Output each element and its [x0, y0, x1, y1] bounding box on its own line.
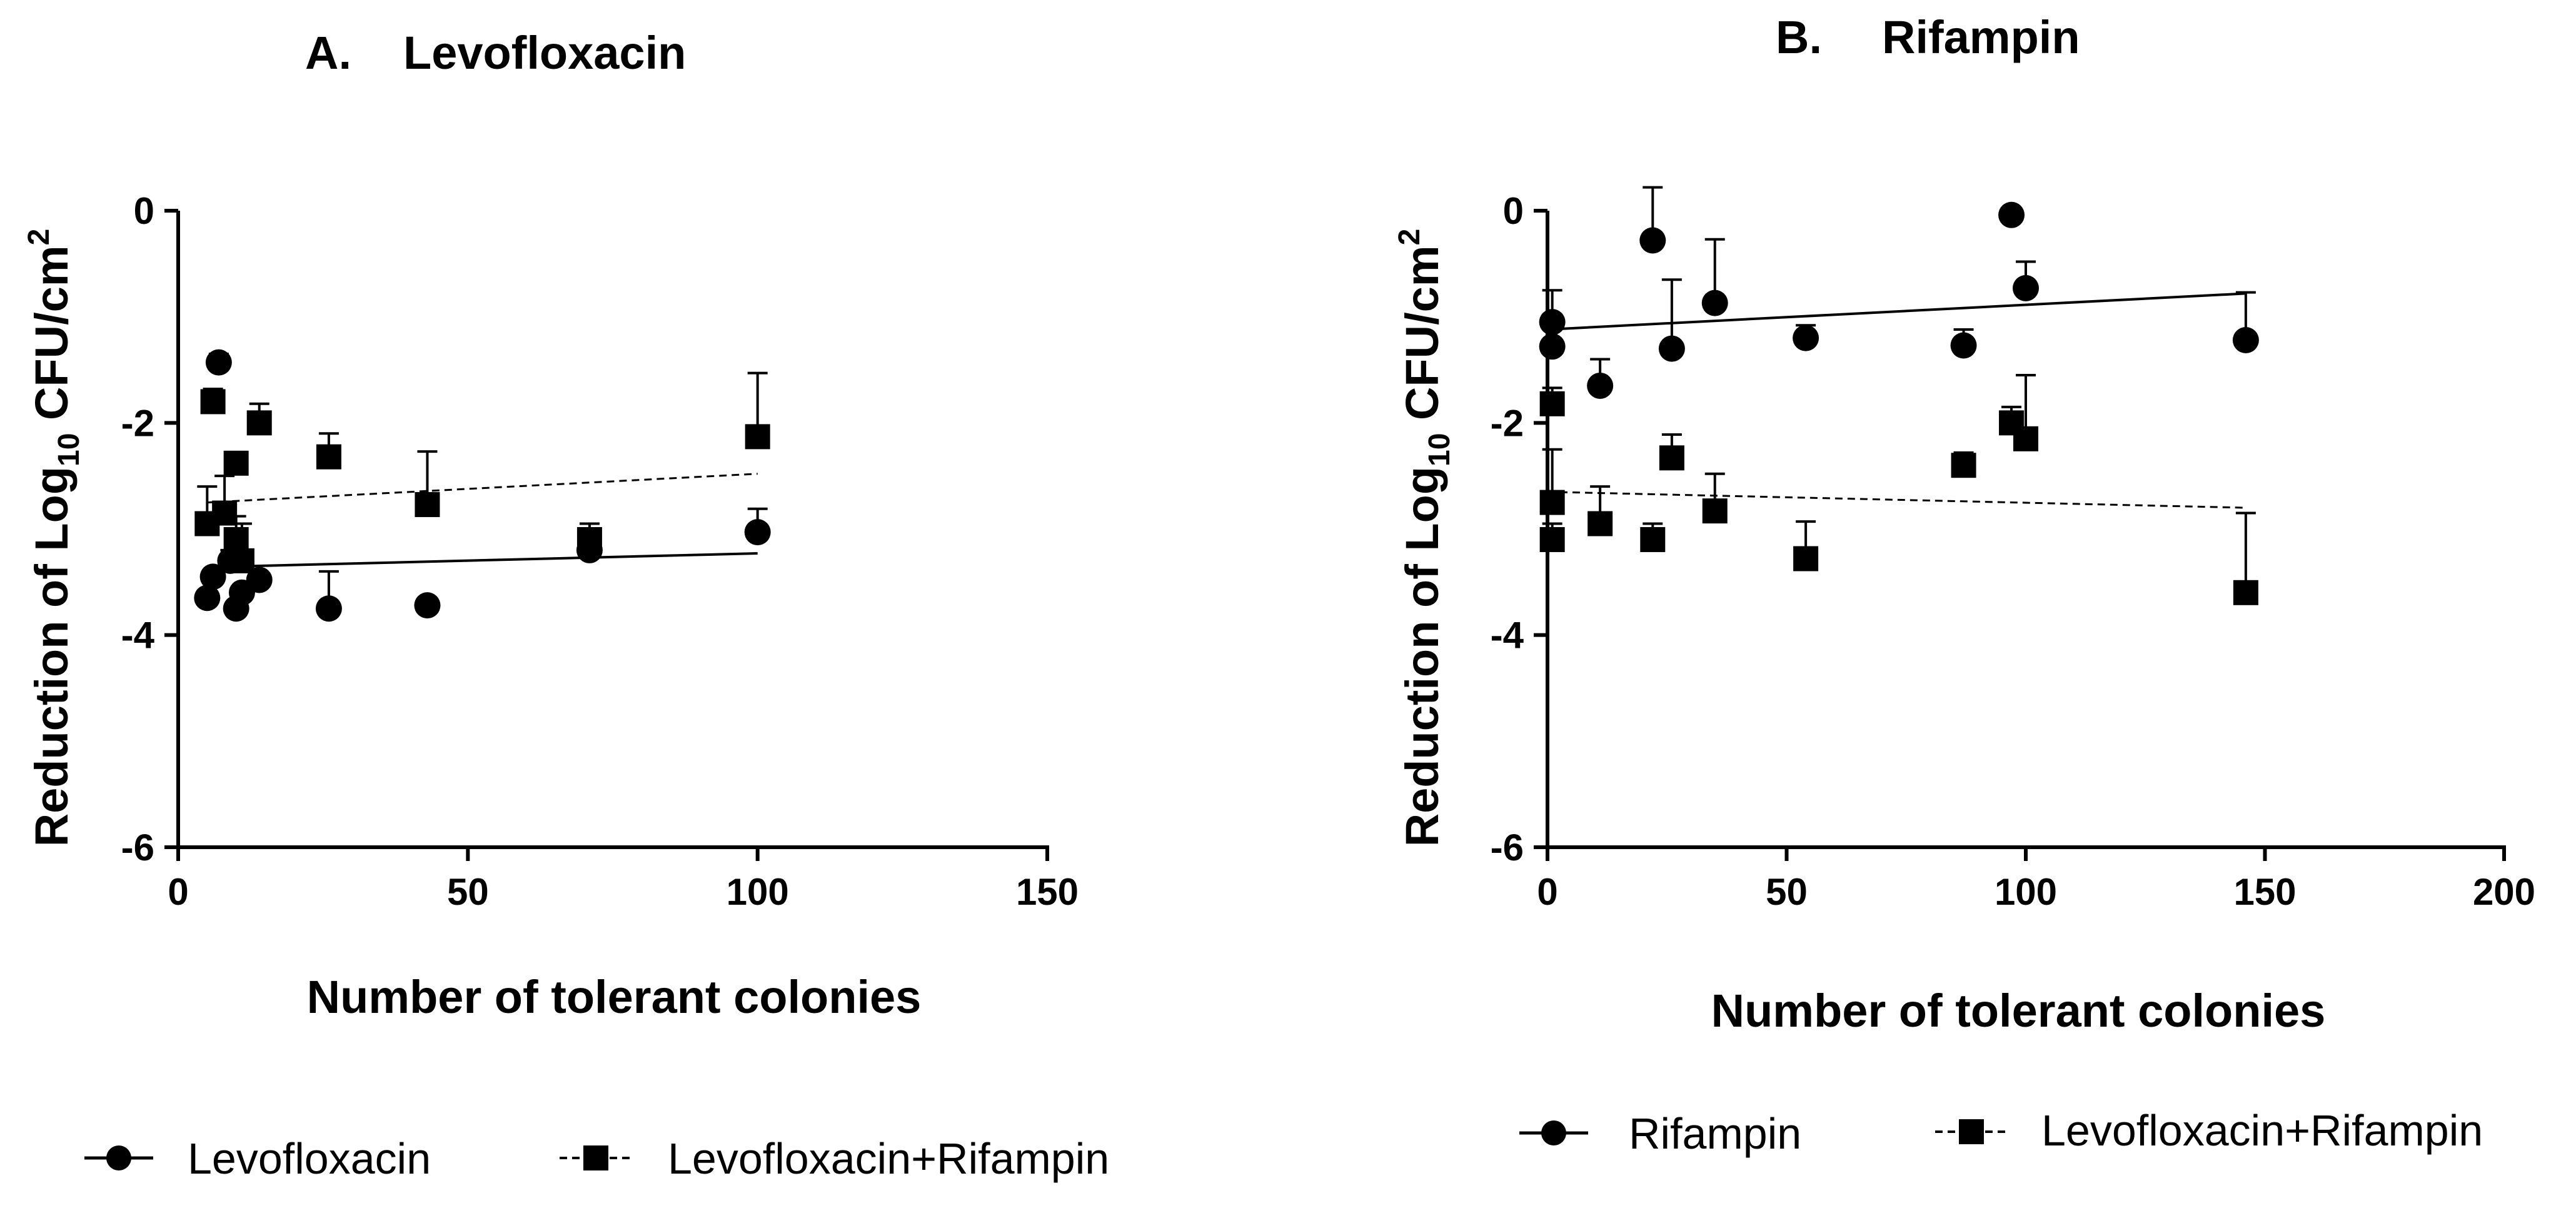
panel-b-x-tick-label: 50 — [1766, 871, 1808, 913]
panel-a-y-tick-label: -2 — [121, 402, 154, 444]
panel-b-square-point — [1951, 453, 1976, 478]
panel-a-square-point — [223, 450, 249, 476]
panel-a-square-point — [316, 444, 341, 470]
panel-b-square-point — [2013, 426, 2038, 451]
legend-a: Levofloxacin Levofloxacin+Rifampin — [84, 1134, 1109, 1183]
panel-a-y-label-sub: 10 — [53, 433, 86, 466]
panel-b-x-tick-label: 100 — [1995, 871, 2057, 913]
legend-a-levofloxacin: Levofloxacin — [188, 1134, 431, 1183]
panel-b-y-label-prefix: Reduction of Log — [1396, 466, 1448, 847]
panel-a: A. Levofloxacin Number of tolerant colon… — [23, 27, 1079, 1023]
panel-b-letter: B. — [1776, 11, 1822, 63]
panel-a-y-tick-label: -4 — [121, 615, 155, 657]
panel-a-x-tick-label: 50 — [447, 871, 489, 913]
panel-b-square-point — [1640, 526, 1666, 552]
panel-a-square-point — [576, 526, 602, 552]
panel-b-square-point — [1539, 391, 1565, 416]
panel-b-circle-point — [2013, 274, 2039, 301]
panel-b-circle-point — [2232, 326, 2259, 353]
panel-a-square-fit-line — [207, 473, 758, 504]
panel-b-circle-point — [1701, 289, 1728, 316]
panel-a-square-point — [415, 491, 440, 517]
panel-a-circle-fit-line — [207, 552, 758, 569]
panel-a-y-tick-label: -6 — [121, 827, 154, 868]
panel-b-square-point — [2233, 580, 2258, 605]
panel-a-y-label-mid: CFU/cm — [26, 245, 78, 433]
panel-b-x-axis-label: Number of tolerant colonies — [1711, 985, 2326, 1037]
panel-b-circle-fit-line — [1547, 292, 2246, 331]
legend-a-combination: Levofloxacin+Rifampin — [668, 1134, 1109, 1183]
panel-b-square-point — [1539, 526, 1565, 552]
legend-a-circle-marker — [106, 1145, 131, 1170]
panel-b-y-label-sup: 2 — [1393, 229, 1426, 246]
panel-a-y-label-prefix: Reduction of Log — [26, 466, 78, 847]
panel-b-y-tick-label: 0 — [1503, 190, 1524, 232]
panel-b-circle-point — [1639, 227, 1666, 254]
panel-b-x-tick-label: 0 — [1537, 871, 1557, 913]
panel-a-square-point — [229, 548, 254, 573]
panel-a-letter: A. — [305, 27, 351, 79]
legend-b-rifampin: Rifampin — [1629, 1109, 1801, 1158]
panel-b-y-tick-label: -4 — [1491, 615, 1524, 657]
legend-b-combination: Levofloxacin+Rifampin — [2041, 1106, 2483, 1155]
panel-a-square-point — [200, 389, 226, 415]
panel-b-square-point — [1659, 445, 1684, 471]
panel-a-circle-point — [205, 349, 232, 376]
panel-a-circle-point — [414, 592, 441, 619]
panel-a-x-tick-label: 0 — [168, 871, 188, 913]
panel-a-square-point — [745, 424, 770, 450]
panel-b-square-point — [1539, 490, 1565, 515]
panel-b-circle-point — [1998, 201, 2025, 228]
legend-b: Rifampin Levofloxacin+Rifampin — [1519, 1106, 2483, 1158]
panel-a-circle-point — [315, 595, 342, 622]
panel-b-circle-point — [1587, 372, 1614, 399]
panel-b-y-tick-label: -2 — [1491, 402, 1524, 444]
panel-b-x-tick-label: 200 — [2473, 871, 2535, 913]
panel-b-square-point — [1587, 511, 1613, 536]
panel-a-square-point — [246, 410, 272, 436]
panel-a-x-tick-label: 100 — [727, 871, 789, 913]
panel-a-x-axis-label: Number of tolerant colonies — [307, 971, 922, 1023]
panel-b-circle-point — [1539, 333, 1566, 360]
panel-b-title: Rifampin — [1882, 11, 2080, 63]
panel-b-circle-point — [1793, 325, 1819, 351]
panel-b-y-label-mid: CFU/cm — [1396, 245, 1448, 433]
legend-a-square-marker — [583, 1145, 608, 1170]
panel-a-y-label-sup: 2 — [23, 229, 56, 246]
panel-b-square-fit-line — [1547, 491, 2246, 509]
panel-a-circle-point — [194, 585, 221, 612]
legend-b-square-marker — [1959, 1119, 1984, 1144]
panel-a-x-tick-label: 150 — [1016, 871, 1079, 913]
panel-b-square-point — [1793, 546, 1819, 571]
panel-a-circle-point — [246, 566, 273, 593]
panel-b-y-axis-label: Reduction of Log10 CFU/cm2 — [1393, 229, 1456, 847]
panel-b-y-label-sub: 10 — [1423, 433, 1456, 466]
panel-a-circle-point — [744, 519, 771, 546]
legend-b-circle-marker — [1541, 1120, 1566, 1145]
panel-a-title: Levofloxacin — [403, 27, 686, 79]
panel-b-circle-point — [1950, 332, 1977, 359]
panel-a-y-axis-label: Reduction of Log10 CFU/cm2 — [23, 229, 86, 847]
panel-b-y-tick-label: -6 — [1491, 827, 1524, 868]
panel-a-square-point — [212, 500, 238, 526]
panel-a-circle-point — [199, 563, 226, 590]
panel-b-square-point — [1702, 498, 1728, 524]
panel-b-circle-point — [1658, 335, 1685, 362]
panel-b: B. Rifampin Number of tolerant colonies … — [1393, 11, 2535, 1037]
panel-b-x-tick-label: 150 — [2233, 871, 2296, 913]
panel-a-y-tick-label: 0 — [134, 190, 154, 232]
panel-a-square-point — [223, 526, 249, 552]
